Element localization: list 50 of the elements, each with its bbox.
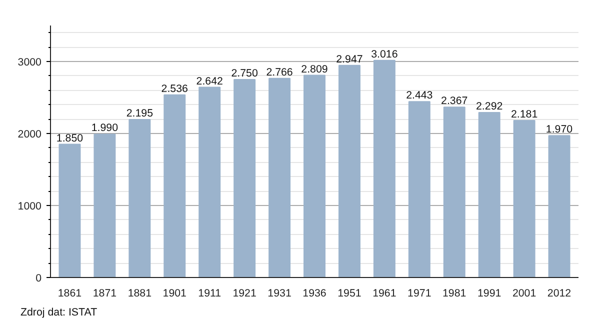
data-label: 2.292 [476, 100, 503, 112]
x-tick-label: 1871 [92, 288, 117, 300]
y-tick-label: 2000 [18, 128, 42, 140]
data-label: 2.947 [336, 53, 363, 66]
data-label: 1.970 [546, 124, 573, 136]
x-tick-label: 1931 [268, 288, 292, 300]
x-tick-label: 1991 [477, 288, 502, 300]
x-tick-label: 2001 [512, 288, 536, 300]
data-label: 1.850 [56, 132, 84, 144]
bar [443, 106, 466, 278]
x-tick-label: 1971 [408, 288, 432, 300]
bar [94, 134, 116, 278]
bar [268, 78, 291, 278]
y-tick-label: 0 [36, 272, 42, 284]
data-label: 1.990 [91, 122, 118, 134]
x-tick-label: 1981 [442, 288, 466, 300]
x-tick-label: 1921 [232, 288, 256, 300]
x-tick-label: 1881 [128, 288, 152, 300]
bar [58, 144, 81, 278]
text: Zdroj dat: ISTAT [20, 306, 98, 318]
data-label: 2.642 [196, 75, 224, 88]
data-label: 2.809 [301, 63, 328, 76]
data-label: 2.181 [510, 108, 538, 120]
data-label: 2.443 [406, 90, 433, 102]
y-tick-label: 3000 [18, 56, 42, 68]
data-label: 2.195 [126, 107, 154, 120]
bar [478, 112, 500, 278]
bar [164, 94, 186, 278]
x-tick-label: 2012 [547, 288, 572, 300]
bar [128, 118, 151, 278]
x-tick-label: 1901 [162, 288, 187, 300]
bar [548, 135, 570, 278]
x-tick-label: 1911 [198, 288, 222, 300]
data-label: 2.536 [161, 82, 188, 95]
x-tick-label: 1936 [302, 288, 326, 300]
bar [304, 74, 326, 278]
data-label: 2.766 [266, 66, 293, 78]
bar [408, 101, 430, 278]
bar [338, 64, 360, 278]
x-tick-label: 1861 [58, 288, 82, 300]
bar [234, 79, 256, 278]
x-tick-label: 1961 [372, 288, 396, 300]
bar [373, 60, 396, 278]
data-label: 2.750 [231, 68, 258, 80]
bar [198, 86, 221, 278]
data-label: 3.016 [371, 48, 398, 60]
data-label: 2.367 [441, 95, 468, 108]
x-tick-label: 1951 [338, 288, 362, 300]
y-tick-label: 1000 [18, 200, 42, 212]
bar [513, 120, 536, 278]
